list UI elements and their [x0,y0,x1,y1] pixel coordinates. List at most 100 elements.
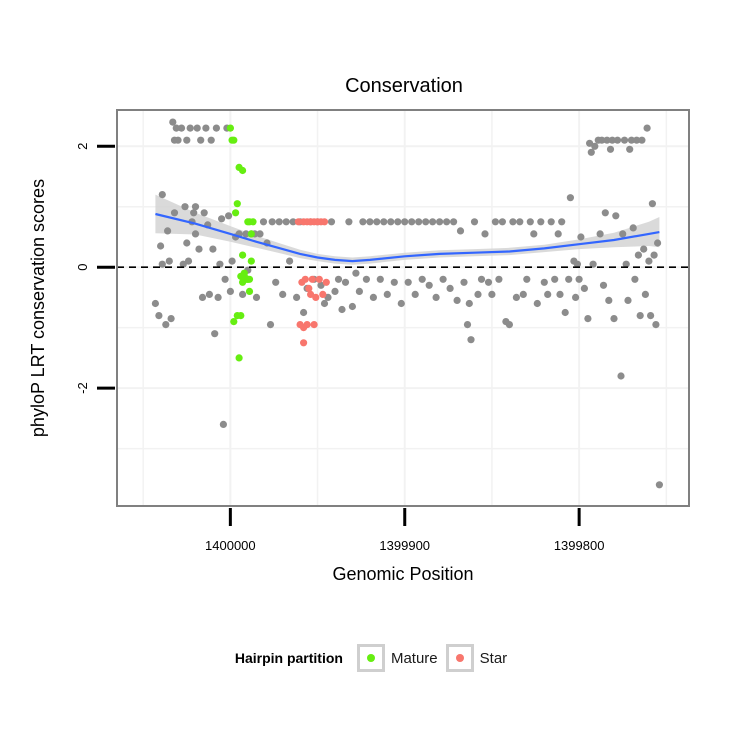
point-other [212,124,220,132]
point-other [617,372,625,380]
point-other [516,218,524,226]
point-other [655,481,664,489]
point-other [242,230,250,238]
point-other [164,227,172,235]
point-other [624,296,632,304]
point-other [626,145,634,153]
point-other [197,136,205,144]
point-star [322,278,330,286]
point-other [547,218,555,226]
point-other [338,305,346,314]
y-tick-label: 2 [75,143,90,150]
point-other [425,281,433,289]
legend-key-star [445,644,474,672]
plot-panel [117,110,689,506]
point-other [647,312,655,320]
point-other [181,203,189,211]
point-star [300,339,308,347]
point-other [165,257,173,265]
point-other [584,315,592,323]
point-other [219,420,227,428]
point-other [376,275,384,283]
point-other [155,312,163,320]
point-other [439,275,447,283]
point-other [259,218,268,226]
x-tick-label: 1399900 [379,538,430,553]
point-other [198,293,207,301]
point-other [450,218,458,226]
point-other [558,218,566,226]
chart-title: Conservation [345,75,463,97]
point-other [453,296,461,304]
point-star [312,293,320,301]
legend-key-mature [356,644,385,672]
point-other [214,293,222,301]
point-mature [245,275,254,283]
point-mature [235,354,243,362]
point-other [580,284,589,292]
point-other [622,260,630,268]
panel-border [116,109,690,507]
point-other [390,278,398,286]
point-other [341,278,350,286]
point-other [591,142,599,150]
point-other [477,275,486,283]
point-other [577,233,585,241]
point-other [641,290,650,298]
point-other [415,218,423,226]
point-other [540,278,548,286]
point-other [408,218,416,226]
point-star [319,290,327,298]
point-other [418,275,426,283]
point-other [327,218,336,226]
point-other [463,321,472,329]
point-other [572,293,580,301]
point-other [498,218,506,226]
point-other [191,203,200,211]
legend-title: Hairpin partition [234,650,343,666]
point-other [654,239,662,247]
point-star [310,321,318,329]
point-mature [247,257,255,265]
point-other [239,290,247,298]
point-other [352,269,360,277]
point-other [631,275,639,283]
point-other [596,230,604,238]
point-other [373,218,381,226]
point-other [586,139,594,147]
point-mature [249,218,257,226]
point-other [169,118,177,126]
point-star [301,275,309,283]
point-other [186,124,194,132]
point-other [345,218,353,226]
point-other [225,212,233,220]
point-other [216,260,224,268]
point-other [380,218,388,226]
point-other [394,218,402,226]
legend: Hairpin partition Mature Star [0,640,750,676]
point-mature [239,166,247,175]
x-tick-label: 1400000 [205,538,256,553]
point-other [205,290,213,298]
point-other [348,302,356,311]
point-mature [233,312,241,320]
point-other [470,218,479,226]
point-other [158,260,166,268]
point-other [456,227,465,235]
point-other [512,293,521,301]
point-star [307,290,315,298]
point-other [174,136,182,144]
point-other [177,124,186,132]
point-mature [245,287,254,295]
point-other [634,251,643,259]
point-other [544,290,552,298]
point-other [300,308,308,317]
point-other [465,299,473,308]
point-other [612,212,620,220]
point-other [526,218,534,226]
point-other [652,321,660,329]
point-other [519,290,527,298]
point-other [369,293,377,301]
point-other [170,209,179,217]
